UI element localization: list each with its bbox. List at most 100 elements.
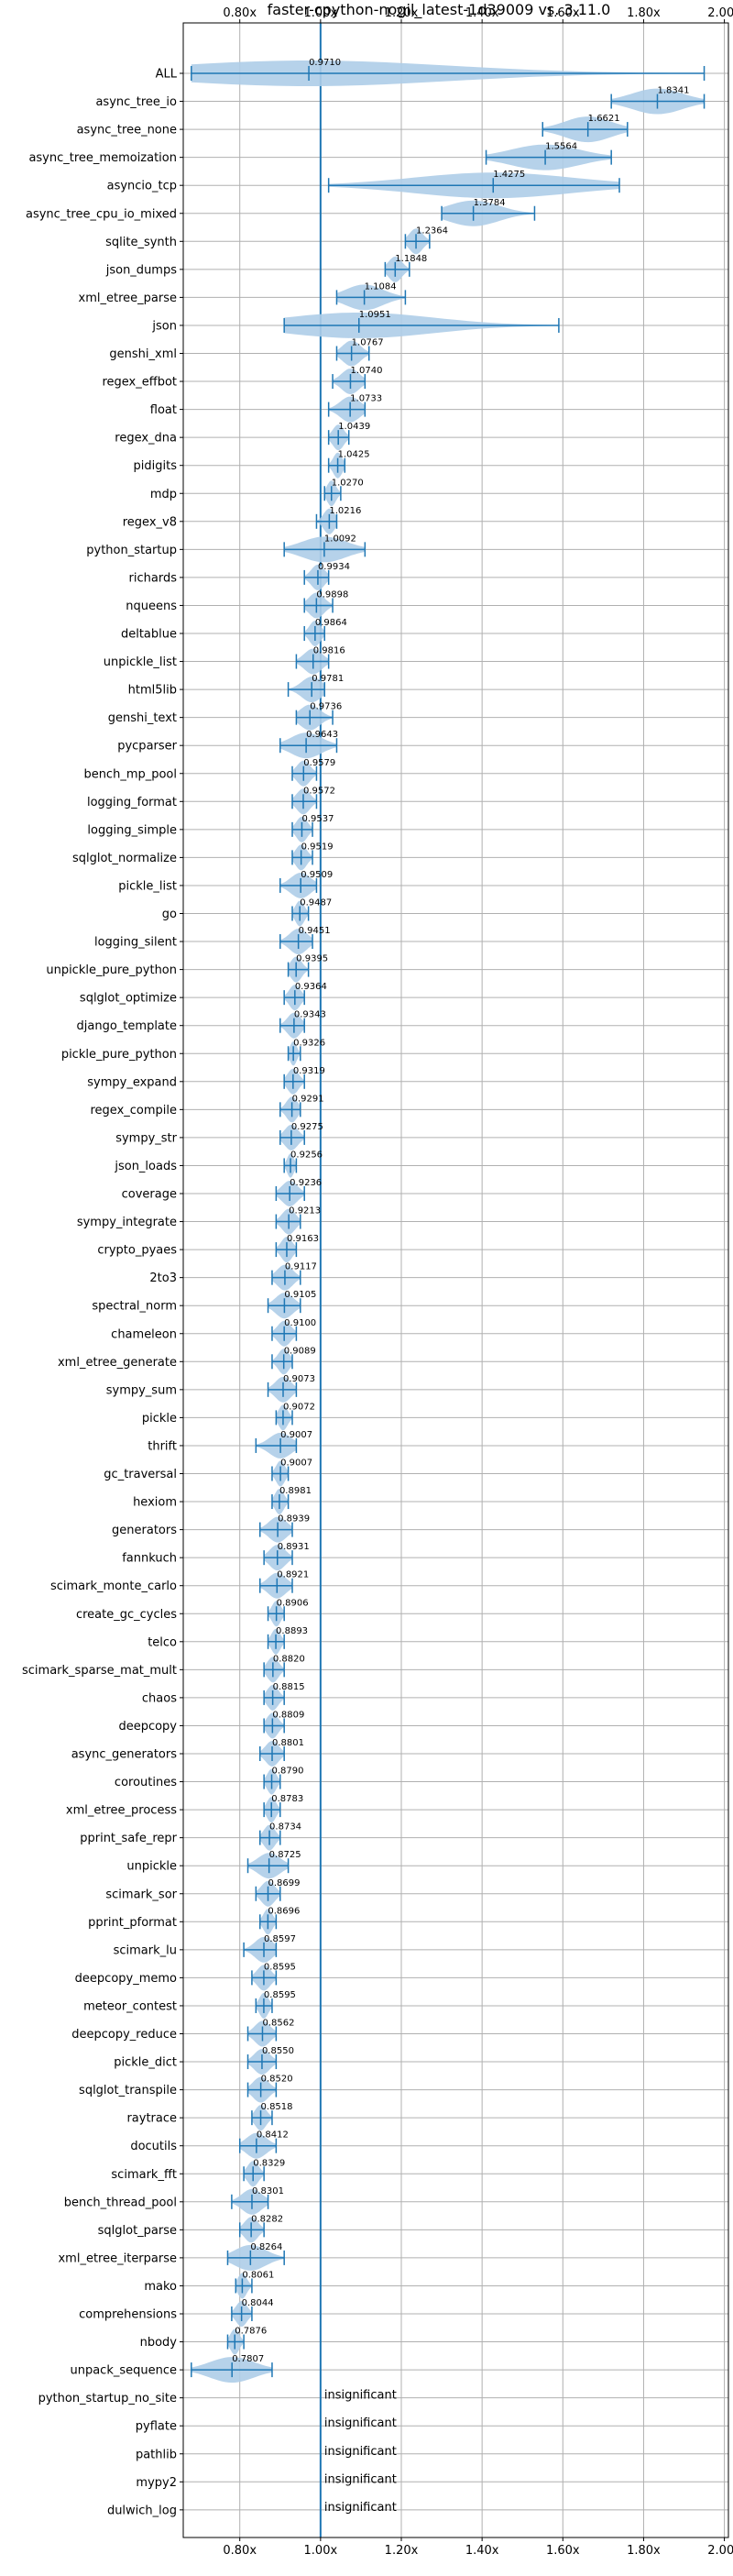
violin-scimark_monte_carlo: 0.8921 <box>258 1570 309 1599</box>
violin-sqlglot_transpile: 0.8520 <box>246 2075 293 2103</box>
row-label: asyncio_tcp <box>107 180 177 193</box>
row-label: async_generators <box>71 1748 178 1762</box>
row-label: logging_simple <box>87 823 177 837</box>
insignificant-label: insignificant <box>324 2501 397 2515</box>
row-label: fannkuch <box>122 1552 177 1566</box>
row-label: async_tree_memoization <box>28 151 177 165</box>
row-label: sympy_integrate <box>77 1216 177 1229</box>
value-label: 0.8061 <box>242 2270 274 2280</box>
value-label: 0.8412 <box>257 2130 289 2141</box>
value-label: 0.9236 <box>290 1178 322 1188</box>
violin-coroutines: 0.8790 <box>263 1767 304 1795</box>
value-label: 0.8595 <box>264 1990 296 2000</box>
violin-pprint_pformat: 0.8696 <box>258 1906 300 1935</box>
row-label: json_loads <box>114 1160 177 1173</box>
row-label: sqlglot_optimize <box>80 992 177 1006</box>
violin-regex_v8: 1.0216 <box>315 506 361 534</box>
row-label: float <box>150 403 177 417</box>
violin-async_tree_none: 1.6621 <box>542 114 629 143</box>
row-label: deltablue <box>121 628 177 642</box>
value-label: 0.9105 <box>284 1290 316 1300</box>
violin-deepcopy_memo: 0.8595 <box>251 1962 296 1991</box>
violin-gc_traversal: 0.9007 <box>271 1459 312 1487</box>
row-label: json <box>151 319 177 333</box>
row-label: sqlite_synth <box>105 236 177 249</box>
value-label: 0.9781 <box>312 674 344 684</box>
value-label: 0.8783 <box>271 1794 303 1804</box>
row-label: crypto_pyaes <box>97 1244 177 1258</box>
insignificant-label: insignificant <box>324 2472 397 2486</box>
value-label: 0.8550 <box>262 2046 294 2056</box>
row-label: genshi_xml <box>109 347 177 361</box>
row-labels: ALL async_tree_io async_tree_none async_tre… <box>22 68 183 2517</box>
violin-django_template: 0.9343 <box>279 1010 326 1039</box>
violin-nqueens: 0.9898 <box>303 589 348 619</box>
x-tick-label-top: 1.00x <box>304 6 338 20</box>
violin-scimark_sparse_mat_mult: 0.8820 <box>263 1654 305 1683</box>
row-label: pickle_list <box>118 879 177 893</box>
value-label: 0.8595 <box>264 1962 296 1972</box>
violin-json_loads: 0.9256 <box>283 1150 323 1178</box>
value-label: 1.0270 <box>332 478 364 488</box>
row-label: sqlglot_parse <box>98 2224 177 2238</box>
value-label: 1.1084 <box>365 281 397 292</box>
insignificant-label: insignificant <box>324 2445 397 2459</box>
violin-ALL: 0.9710 <box>191 58 706 86</box>
row-label: pyflate <box>136 2420 177 2434</box>
row-label: regex_dna <box>115 432 177 446</box>
value-label: 1.0740 <box>350 366 382 376</box>
row-label: async_tree_none <box>77 124 177 138</box>
violin-xml_etree_generate: 0.9089 <box>271 1346 316 1375</box>
row-label: scimark_fft <box>111 2168 177 2182</box>
row-label: logging_silent <box>94 936 177 950</box>
row-label: bench_thread_pool <box>64 2196 177 2209</box>
violin-async_tree_memoization: 1.5564 <box>485 142 612 171</box>
value-label: 0.9089 <box>284 1346 316 1356</box>
value-label: 0.8790 <box>272 1767 304 1777</box>
value-label: 1.0092 <box>324 534 356 544</box>
violin-pprint_safe_repr: 0.8734 <box>258 1822 301 1851</box>
violin-async_tree_io: 1.8341 <box>610 86 706 115</box>
value-label: 0.9319 <box>293 1066 325 1076</box>
value-label: 0.9816 <box>313 646 345 656</box>
value-label: 0.9710 <box>309 58 341 68</box>
violin-regex_dna: 1.0439 <box>327 422 370 451</box>
x-tick-label-top: 1.20x <box>385 6 419 20</box>
violin-raytrace: 0.8518 <box>251 2102 293 2131</box>
row-label: bench_mp_pool <box>83 767 177 781</box>
violin-deepcopy_reduce: 0.8562 <box>246 2019 294 2047</box>
violin-unpickle: 0.8725 <box>246 1850 301 1879</box>
value-label: 0.9117 <box>285 1262 317 1272</box>
x-tick-label-bottom: 1.20x <box>385 2544 419 2558</box>
value-label: 0.9163 <box>287 1234 319 1244</box>
violin-thrift: 0.9007 <box>255 1430 312 1459</box>
value-label: 1.1848 <box>395 254 427 264</box>
violin-generators: 0.8939 <box>258 1514 310 1543</box>
value-label: 0.9509 <box>301 870 333 880</box>
row-label: async_tree_io <box>95 95 177 109</box>
row-label: python_startup_no_site <box>38 2392 177 2405</box>
value-label: 0.9537 <box>301 814 334 824</box>
value-label: 0.9007 <box>280 1459 312 1469</box>
violin-asyncio_tcp: 1.4275 <box>327 170 620 199</box>
violin-async_generators: 0.8801 <box>258 1738 304 1767</box>
violin-scimark_sor: 0.8699 <box>255 1878 301 1907</box>
value-label: 0.9934 <box>318 562 350 572</box>
value-label: 0.8921 <box>277 1570 309 1580</box>
row-label: sympy_expand <box>87 1075 177 1089</box>
value-label: 0.9213 <box>289 1206 321 1216</box>
value-label: 0.9073 <box>283 1374 315 1384</box>
violin-unpickle_pure_python: 0.9395 <box>287 954 328 983</box>
value-label: 1.0767 <box>352 338 384 348</box>
violin-hexiom: 0.8981 <box>271 1486 312 1514</box>
row-label: regex_effbot <box>102 376 177 390</box>
row-label: pickle <box>142 1412 177 1426</box>
row-label: pickle_pure_python <box>61 1048 177 1062</box>
violin-genshi_xml: 1.0767 <box>335 338 384 367</box>
violin-sqlglot_normalize: 0.9519 <box>291 842 334 871</box>
value-label: 0.9395 <box>296 954 328 964</box>
value-label: 1.4275 <box>493 170 525 180</box>
value-label: 0.9736 <box>310 702 342 712</box>
violin-sympy_integrate: 0.9213 <box>275 1206 321 1235</box>
